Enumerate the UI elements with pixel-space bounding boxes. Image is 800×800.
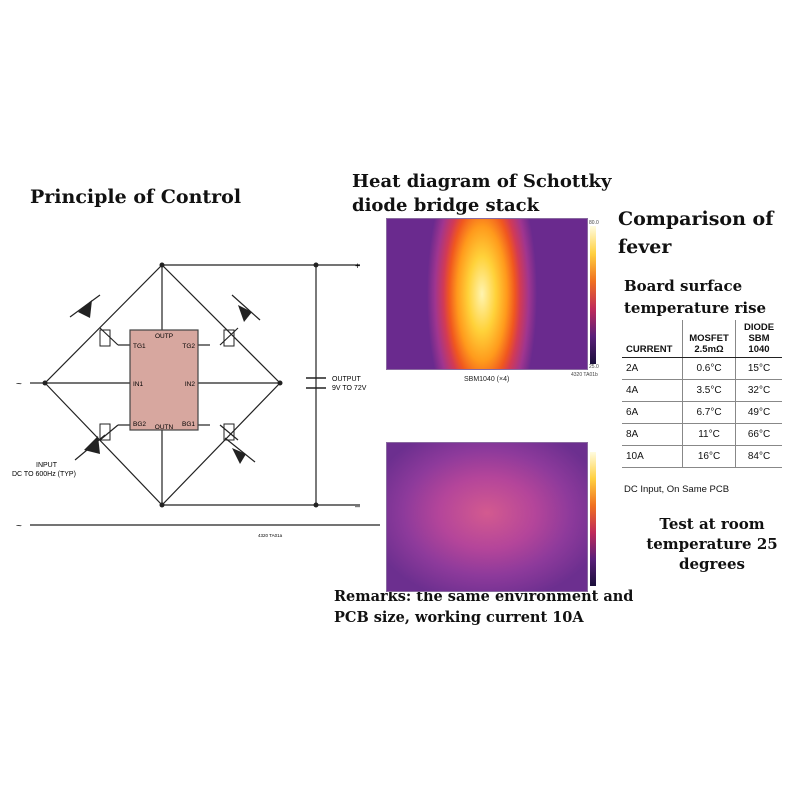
mosfet-icon	[223, 423, 235, 441]
junction-dot	[277, 380, 283, 386]
controller-chip	[129, 329, 199, 431]
pin-tg1: TG1	[133, 343, 146, 350]
scale-min-label: 25.0	[589, 364, 599, 370]
table-cell: 6.7°C	[682, 401, 736, 424]
table-cell: 4A	[622, 379, 683, 402]
control-circuit-diagram: OUTP OUTN TG1 TG2 IN1 IN2 BG2 BG1 + – ~ …	[12, 261, 380, 538]
input-frequency-label: DC TO 600Hz (TYP)	[12, 471, 76, 478]
header-current: CURRENT	[622, 320, 683, 358]
pin-outp: OUTP	[155, 333, 173, 340]
pin-in1: IN1	[133, 381, 144, 388]
header-diode: DIODE SBM 1040	[735, 320, 782, 358]
pin-in2: IN2	[185, 381, 196, 388]
pin-bg1: BG1	[182, 421, 195, 428]
mosfet-icon	[223, 329, 235, 347]
ac-input-top: ~	[16, 379, 22, 390]
heat-diagram-title: Heat diagram of Schottky diode bridge st…	[352, 171, 612, 216]
table-cell: 66°C	[735, 423, 782, 446]
input-label: INPUT	[36, 462, 58, 469]
table-cell: 15°C	[735, 357, 782, 380]
temperature-rise-table: CURRENT MOSFET 2.5mΩ DIODE SBM 1040 2A 0…	[622, 320, 782, 468]
junction-dot	[42, 380, 48, 386]
diode-icon	[232, 448, 246, 464]
pin-outn: OUTN	[155, 424, 174, 431]
plus-terminal: +	[355, 261, 360, 271]
temperature-scale-bar	[590, 226, 596, 364]
junction-dot	[313, 502, 319, 508]
ac-input-bottom: ~	[16, 521, 22, 532]
mosfet-icon	[99, 329, 111, 347]
table-cell: 10A	[622, 445, 683, 468]
header-mosfet: MOSFET 2.5mΩ	[682, 320, 736, 358]
table-cell: 6A	[622, 401, 683, 424]
thermal-image-diode-bridge	[386, 218, 588, 370]
diode-icon	[84, 436, 100, 454]
output-voltage-label: 9V TO 72V	[332, 385, 367, 392]
table-cell: 84°C	[735, 445, 782, 468]
pin-bg2: BG2	[133, 421, 146, 428]
output-capacitor	[306, 377, 326, 389]
comparison-title: Comparison of fever	[618, 208, 774, 258]
junction-dot	[159, 262, 165, 268]
table-cell: 11°C	[682, 423, 736, 446]
minus-terminal: –	[355, 501, 360, 511]
table-cell: 0.6°C	[682, 357, 736, 380]
diode-icon	[78, 300, 92, 318]
temperature-scale-bar	[590, 452, 596, 586]
thermal-image-mosfet	[386, 442, 588, 592]
table-row: 10A 16°C 84°C	[622, 445, 782, 468]
table-row: 2A 0.6°C 15°C	[622, 357, 782, 380]
thermal-caption: SBM1040 (×4)	[464, 376, 510, 383]
diode-icon	[238, 305, 252, 322]
table-header-row: CURRENT MOSFET 2.5mΩ DIODE SBM 1040	[622, 320, 782, 358]
table-cell: 49°C	[735, 401, 782, 424]
junction-dot	[313, 262, 319, 268]
output-label: OUTPUT	[332, 376, 362, 383]
table-cell: 2A	[622, 357, 683, 380]
scale-max-label: 80.0	[589, 220, 599, 226]
test-condition-note: Test at room temperature 25 degrees	[646, 515, 778, 573]
table-cell: 32°C	[735, 379, 782, 402]
thermal-figure-code: 4320 TA01b	[571, 372, 598, 378]
figure-code: 4320 TA01a	[258, 533, 283, 538]
mosfet-icon	[99, 423, 111, 441]
table-row: 8A 11°C 66°C	[622, 423, 782, 446]
table-cell: 3.5°C	[682, 379, 736, 402]
pin-tg2: TG2	[182, 343, 195, 350]
remarks-text: Remarks: the same environment and PCB si…	[334, 588, 634, 626]
table-footnote: DC Input, On Same PCB	[624, 484, 730, 495]
table-row: 4A 3.5°C 32°C	[622, 379, 782, 402]
table-row: 6A 6.7°C 49°C	[622, 401, 782, 424]
junction-dot	[159, 502, 165, 508]
control-title: Principle of Control	[30, 186, 242, 208]
table-cell: 16°C	[682, 445, 736, 468]
board-surface-title: Board surface temperature rise	[624, 277, 767, 317]
table-cell: 8A	[622, 423, 683, 446]
